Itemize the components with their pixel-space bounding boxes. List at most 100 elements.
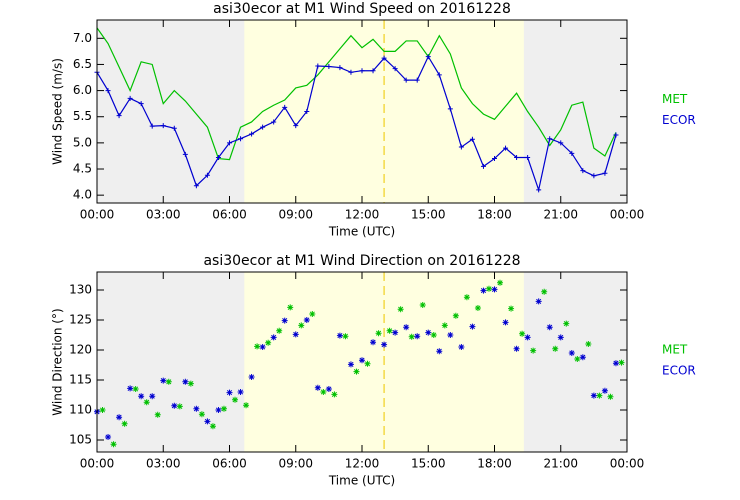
point-marker xyxy=(237,389,244,395)
point-marker xyxy=(596,392,603,399)
point-marker xyxy=(492,156,497,162)
y-tick-label: 115 xyxy=(69,373,92,387)
point-marker xyxy=(618,359,625,366)
point-marker xyxy=(320,389,327,395)
point-marker xyxy=(463,294,470,301)
point-marker xyxy=(447,106,453,112)
point-marker xyxy=(502,319,509,326)
point-marker xyxy=(304,109,310,114)
y-tick-label: 120 xyxy=(69,343,92,357)
point-marker xyxy=(381,55,387,61)
point-marker xyxy=(309,311,316,317)
point-marker xyxy=(580,168,586,174)
point-marker xyxy=(238,136,244,142)
point-marker xyxy=(359,357,365,364)
point-marker xyxy=(315,63,321,69)
y-tick-label: 5.5 xyxy=(73,109,92,123)
point-marker xyxy=(298,322,305,329)
point-marker xyxy=(469,323,476,330)
point-marker xyxy=(292,331,299,338)
y-tick-label: 125 xyxy=(69,313,92,327)
point-marker xyxy=(458,344,465,350)
series-line xyxy=(96,27,617,161)
chart-title: asi30ecor at M1 Wind Speed on 20161228 xyxy=(213,1,511,17)
point-marker xyxy=(276,327,283,334)
point-marker xyxy=(386,327,393,334)
point-marker xyxy=(165,378,172,385)
point-marker xyxy=(204,172,210,178)
x-axis-label: Time (UTC) xyxy=(328,225,395,239)
x-tick-label: 03:00 xyxy=(146,208,181,222)
point-marker xyxy=(370,68,376,74)
plot-frame xyxy=(96,271,628,453)
point-marker xyxy=(248,374,255,380)
point-marker xyxy=(287,304,294,311)
point-marker xyxy=(536,187,542,193)
point-marker xyxy=(408,333,415,340)
point-marker xyxy=(282,104,288,110)
point-marker xyxy=(419,302,426,308)
y-tick-label: 105 xyxy=(69,433,92,447)
point-marker xyxy=(254,343,261,350)
point-marker xyxy=(591,173,597,179)
point-marker xyxy=(414,333,421,340)
point-marker xyxy=(425,329,432,336)
point-marker xyxy=(569,150,575,156)
x-axis-label: Time (UTC) xyxy=(328,474,395,488)
x-tick-label: 00:00 xyxy=(610,208,645,222)
x-tick-label: 12:00 xyxy=(345,457,380,471)
point-marker xyxy=(513,345,520,352)
point-marker xyxy=(364,360,371,367)
legend-label: MET xyxy=(662,343,688,357)
point-marker xyxy=(154,411,161,418)
point-marker xyxy=(601,387,608,394)
point-marker xyxy=(160,377,167,384)
point-marker xyxy=(403,77,409,83)
point-marker xyxy=(325,386,332,392)
point-marker xyxy=(337,65,343,71)
y-tick-label: 5.0 xyxy=(73,135,92,149)
point-marker xyxy=(314,384,321,391)
point-marker xyxy=(585,341,592,347)
point-marker xyxy=(209,423,216,430)
chart-title: asi30ecor at M1 Wind Direction on 201612… xyxy=(203,253,520,269)
point-marker xyxy=(259,344,266,350)
point-marker xyxy=(138,393,145,400)
x-tick-label: 03:00 xyxy=(146,457,181,471)
point-marker xyxy=(127,385,134,392)
point-marker xyxy=(497,279,504,286)
x-tick-label: 12:00 xyxy=(345,208,380,222)
point-marker xyxy=(176,403,183,410)
point-marker xyxy=(552,345,559,352)
point-marker xyxy=(436,72,442,78)
point-marker xyxy=(110,441,117,448)
point-marker xyxy=(226,389,233,396)
point-marker xyxy=(469,136,475,142)
point-marker xyxy=(270,334,277,341)
point-marker xyxy=(535,298,542,305)
point-marker xyxy=(530,347,537,354)
point-marker xyxy=(336,332,343,339)
point-marker xyxy=(508,305,515,312)
point-marker xyxy=(397,306,404,313)
point-marker xyxy=(143,399,150,406)
point-marker xyxy=(612,360,619,367)
point-marker xyxy=(430,332,437,338)
point-marker xyxy=(342,333,349,340)
point-marker xyxy=(265,339,272,346)
x-tick-label: 06:00 xyxy=(212,457,247,471)
point-marker xyxy=(243,402,250,409)
point-marker xyxy=(485,285,492,292)
point-marker xyxy=(347,361,354,368)
point-marker xyxy=(171,125,177,131)
point-marker xyxy=(281,317,288,324)
point-marker xyxy=(99,407,106,413)
point-marker xyxy=(331,391,338,398)
point-marker xyxy=(127,95,133,101)
point-marker xyxy=(116,113,122,119)
x-tick-label: 18:00 xyxy=(477,208,512,222)
point-marker xyxy=(193,183,199,189)
point-marker xyxy=(568,350,575,356)
point-marker xyxy=(480,287,487,294)
